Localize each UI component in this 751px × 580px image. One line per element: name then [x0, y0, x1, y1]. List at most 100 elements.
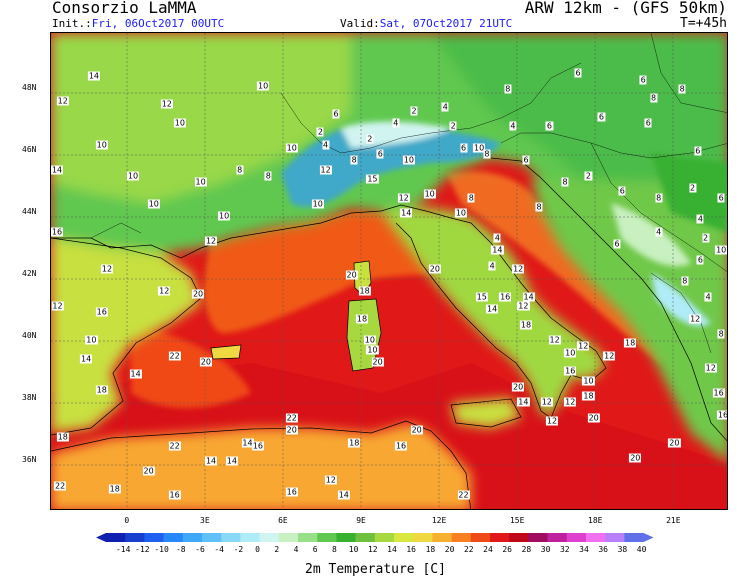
colorbar-under-arrow: [96, 533, 106, 542]
colorbar-tick-label: 6: [312, 545, 318, 554]
temperature-label: 14: [51, 165, 64, 175]
temperature-label: 4: [509, 121, 517, 131]
colorbar-tick-label: 18: [425, 545, 436, 554]
temperature-label: 8: [535, 202, 543, 212]
colorbar-segment: [605, 533, 625, 542]
temperature-label: 8: [678, 84, 686, 94]
colorbar-tick-label: 24: [483, 545, 493, 554]
colorbar-tick-label: -10: [154, 545, 169, 554]
temperature-label: 12: [100, 264, 114, 274]
colorbar-tick-label: -4: [214, 545, 225, 554]
colorbar-segment: [374, 533, 395, 542]
latitude-label: 46N: [22, 144, 37, 154]
temperature-label: 16: [564, 366, 577, 376]
temperature-label: 14: [491, 245, 504, 255]
temperature-label: 4: [704, 292, 712, 302]
temperature-label: 18: [358, 286, 371, 296]
temperature-label: 6: [639, 75, 647, 85]
colorbar-segment: [144, 533, 164, 542]
temperature-label: 4: [696, 214, 704, 224]
valid-value: Sat, 07Oct2017 21UTC: [379, 17, 513, 30]
temperature-label: 12: [56, 96, 69, 106]
temperature-label: 20: [629, 453, 642, 463]
colorbar-segment: [163, 533, 184, 542]
colorbar-tick-label: -6: [195, 545, 205, 554]
temperature-label: 10: [363, 335, 376, 345]
temperature-label: 12: [704, 363, 717, 373]
temperature-label: 20: [371, 357, 384, 367]
temperature-label: 4: [493, 233, 501, 243]
temperature-label: 18: [624, 338, 637, 348]
temperature-label: 12: [319, 165, 332, 175]
valid-label: Valid:: [340, 17, 380, 30]
temperature-label: 18: [348, 438, 361, 448]
temperature-label: 10: [473, 143, 486, 153]
colorbar-over-arrow: [643, 533, 654, 542]
north-africa: [51, 423, 471, 509]
temperature-label: 16: [285, 487, 298, 497]
temperature-map: 14 12 12 10 10 10 10 8 10 14 10 10 12 16 12 12 20 12 16 10 1…: [50, 32, 728, 510]
longitude-label: 21E: [666, 516, 681, 525]
temperature-label: 15: [475, 292, 488, 302]
temperature-label: 20: [587, 413, 600, 423]
temperature-label: 20: [668, 438, 681, 448]
colorbar-title: 2m Temperature [C]: [305, 562, 446, 577]
temperature-label: 10: [715, 245, 727, 255]
longitude-label: 12E: [431, 516, 447, 525]
forecast-step: T=+45h: [680, 16, 727, 31]
colorbar-tick-label: 26: [502, 545, 513, 554]
temperature-label: 14: [241, 438, 254, 448]
colorbar-tick-label: 22: [463, 545, 474, 554]
temperature-label: 8: [350, 155, 358, 165]
balearic-sea: [131, 323, 251, 408]
colorbar-tick-label: 28: [521, 545, 532, 554]
temperature-label: 10: [366, 345, 379, 355]
temperature-label: 6: [696, 255, 704, 265]
colorbar-segment: [182, 533, 203, 542]
init-label: Init.:: [52, 17, 92, 30]
temperature-label: 18: [56, 432, 69, 441]
temperature-label: 16: [95, 307, 108, 317]
temperature-label: 10: [285, 143, 298, 153]
temperature-label: 10: [85, 335, 98, 345]
model-title: ARW 12km - (GFS 50km): [524, 0, 727, 17]
temperature-label: 8: [504, 84, 512, 94]
temperature-label: 6: [694, 146, 702, 156]
colorbar-segment: [298, 533, 318, 542]
longitude-label: 3E: [200, 516, 210, 525]
temperature-label: 18: [582, 391, 595, 401]
temperature-label: 10: [311, 199, 324, 209]
sicily: [451, 398, 521, 428]
temperature-label: 14: [337, 490, 350, 500]
temperature-label: 18: [355, 314, 369, 324]
temperature-label: 8: [561, 177, 569, 187]
temperature-label: 14: [87, 71, 101, 81]
longitude-label: 15E: [509, 516, 525, 525]
temperature-label: 4: [322, 140, 330, 150]
temperature-label: 2: [449, 121, 457, 131]
temperature-label: 14: [400, 208, 413, 218]
balkan-peaks: [651, 273, 711, 327]
mallorca: [211, 345, 241, 359]
temperature-label: 20: [191, 289, 205, 299]
temperature-label: 12: [204, 236, 218, 246]
temperature-label: 2: [366, 134, 374, 144]
temperature-label: 4: [655, 227, 663, 237]
temperature-label: 14: [522, 292, 535, 302]
temperature-label: 8: [717, 329, 725, 339]
colorbar-tick-label: 8: [331, 545, 337, 554]
temperature-label: 6: [597, 112, 605, 122]
temperature-label: 4: [488, 261, 496, 271]
temperature-label: 12: [517, 301, 530, 311]
colorbar-tick-label: -2: [233, 545, 244, 554]
temperature-label: 6: [545, 121, 553, 131]
temperature-label: 12: [540, 397, 553, 407]
temperature-label: 10: [147, 199, 160, 209]
colorbar-tick-label: 10: [348, 545, 359, 554]
latitude-label: 36N: [22, 455, 37, 465]
temperature-label: 20: [142, 466, 155, 476]
temperature-label: 8: [681, 276, 689, 286]
temperature-label: 16: [716, 410, 728, 420]
temperature-label: 12: [51, 301, 64, 311]
temperature-label: 8: [655, 193, 663, 202]
